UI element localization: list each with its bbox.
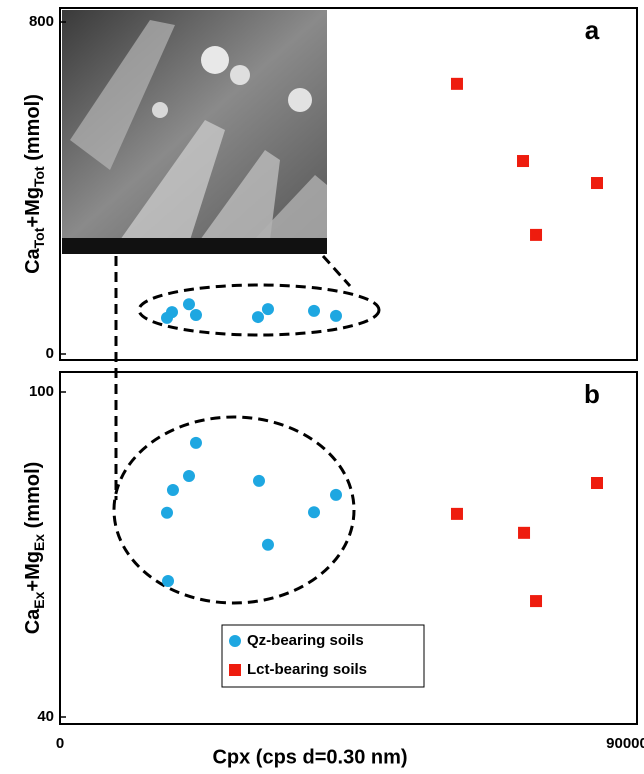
x-axis-label: Cpx (cps d=0.30 nm) <box>212 746 407 768</box>
point <box>330 310 342 322</box>
y-axis-label: CaTot+MgTot (mmol) <box>22 94 46 274</box>
point <box>591 477 603 489</box>
point <box>451 508 463 520</box>
y-tick-label: 100 <box>29 383 54 400</box>
x-tick-label: 0 <box>56 735 64 752</box>
y-axis-label-part: Ca <box>22 608 44 634</box>
point <box>167 484 179 496</box>
point <box>183 298 195 310</box>
panel-label: b <box>584 379 600 409</box>
point <box>262 539 274 551</box>
legend-label: Qz-bearing soils <box>247 632 364 649</box>
point <box>451 78 463 90</box>
point <box>253 475 265 487</box>
y-axis-label-part: Tot <box>31 166 47 187</box>
point <box>530 595 542 607</box>
point <box>308 305 320 317</box>
point <box>518 527 530 539</box>
point <box>252 311 264 323</box>
sem-inset <box>62 10 327 254</box>
point <box>190 437 202 449</box>
x-tick-label: 90000 <box>606 735 644 752</box>
point <box>166 306 178 318</box>
legend-marker <box>229 664 241 676</box>
y-tick-label: 0 <box>46 345 54 362</box>
callouts <box>114 256 379 603</box>
chart: 0800CaTot+MgTot (mmol)a40100090000Cpx (c… <box>0 0 644 774</box>
y-tick-label: 800 <box>29 13 54 30</box>
point <box>162 575 174 587</box>
y-axis-label-part: Ca <box>22 247 44 273</box>
y-axis-label-part: Ex <box>31 534 47 551</box>
y-axis-label: CaEx+MgEx (mmol) <box>22 462 46 635</box>
point <box>190 309 202 321</box>
y-tick-label: 40 <box>37 708 54 725</box>
point <box>308 506 320 518</box>
y-axis-label-part: (mmol) <box>22 94 44 166</box>
legend-label: Lct-bearing soils <box>247 661 367 678</box>
point <box>591 177 603 189</box>
y-axis-label-part: (mmol) <box>22 462 44 534</box>
point <box>530 229 542 241</box>
point <box>517 155 529 167</box>
legend-marker <box>229 635 241 647</box>
y-axis-label-part: +Mg <box>22 551 44 592</box>
panel-label: a <box>585 15 600 45</box>
point <box>330 489 342 501</box>
point <box>183 470 195 482</box>
point <box>262 303 274 315</box>
y-axis-label-part: +Mg <box>22 187 44 228</box>
y-axis-label-part: Ex <box>31 591 47 608</box>
point <box>161 507 173 519</box>
y-axis-label-part: Tot <box>31 227 47 248</box>
